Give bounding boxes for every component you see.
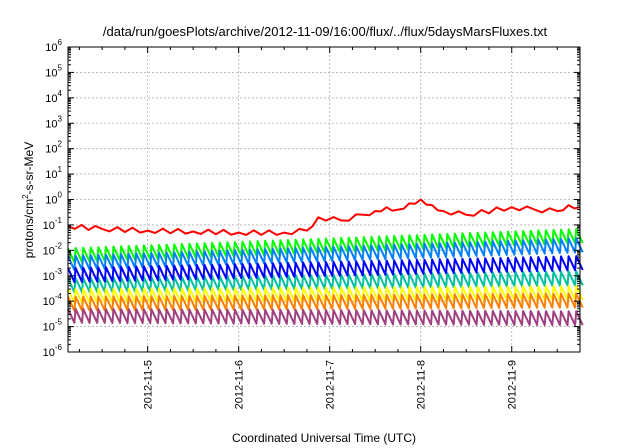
- y-tick-base: 10: [45, 195, 57, 207]
- series-line-4: [67, 270, 584, 294]
- y-tick-base: 10: [43, 296, 55, 308]
- series-line-7: [67, 292, 584, 312]
- y-tick-base: 10: [45, 93, 57, 105]
- x-tick-labels: 2012-11-5 2012-11-6 2012-11-7 2012-11-8 2012…: [143, 360, 519, 409]
- y-tick-exp: -2: [55, 241, 63, 250]
- y-tick-labels: 10610510410310210110010-110-210-310-410-…: [43, 38, 63, 359]
- y-axis-label-sup: 2: [21, 194, 30, 199]
- y-tick-exp: -3: [55, 267, 63, 276]
- y-tick-exp: 4: [58, 89, 63, 98]
- y-tick-label: 105: [45, 63, 62, 79]
- y-tick-base: 10: [45, 169, 57, 181]
- x-tick-label: 2012-11-6: [234, 360, 246, 409]
- series-line-1: [67, 198, 581, 236]
- y-tick-base: 10: [43, 271, 55, 283]
- y-tick-exp: 5: [58, 63, 63, 72]
- x-tick-label: 2012-11-9: [507, 360, 519, 409]
- y-tick-exp: -4: [55, 292, 63, 301]
- y-tick-label: 10-6: [43, 343, 63, 359]
- y-tick-label: 10-5: [43, 318, 63, 334]
- x-tick-label: 2012-11-7: [325, 360, 337, 409]
- series-line-8: [67, 307, 584, 327]
- y-axis-label: protons/cm2-s-sr-MeV: [21, 142, 36, 258]
- y-tick-label: 101: [45, 165, 62, 181]
- y-axis-label-pre: protons/cm: [22, 199, 36, 258]
- y-axis-label-post: -s-sr-MeV: [22, 142, 36, 195]
- x-tick-label: 2012-11-8: [416, 360, 428, 409]
- y-tick-label: 10-4: [43, 292, 63, 308]
- y-tick-exp: -5: [55, 318, 63, 327]
- y-tick-exp: 1: [58, 165, 63, 174]
- y-tick-exp: -1: [55, 216, 63, 225]
- x-axis-label: Coordinated Universal Time (UTC): [232, 431, 416, 445]
- y-tick-label: 103: [45, 114, 62, 130]
- y-tick-exp: 3: [58, 114, 63, 123]
- y-tick-label: 10-3: [43, 267, 63, 283]
- y-tick-exp: 0: [58, 191, 63, 200]
- axis-ticks: [68, 46, 581, 353]
- y-tick-base: 10: [43, 347, 55, 359]
- y-tick-exp: -6: [55, 343, 63, 352]
- y-tick-label: 104: [45, 89, 62, 105]
- y-tick-label: 10-1: [43, 216, 63, 232]
- y-tick-label: 106: [45, 38, 62, 54]
- series-group: [67, 198, 584, 327]
- y-tick-base: 10: [45, 144, 57, 156]
- series-line-5: [67, 255, 584, 284]
- y-tick-label: 102: [45, 140, 62, 156]
- y-tick-base: 10: [45, 118, 57, 130]
- y-tick-exp: 6: [58, 38, 63, 47]
- chart-title: /data/run/goesPlots/archive/2012-11-09/1…: [103, 24, 548, 39]
- series-line-3: [67, 237, 584, 271]
- y-tick-base: 10: [43, 220, 55, 232]
- y-tick-exp: 2: [58, 140, 63, 149]
- y-tick-base: 10: [43, 322, 55, 334]
- series-line-2: [67, 228, 584, 264]
- x-tick-label: 2012-11-5: [143, 360, 155, 409]
- y-tick-base: 10: [43, 245, 55, 257]
- y-tick-label: 10-2: [43, 241, 63, 257]
- y-tick-base: 10: [45, 42, 57, 54]
- y-tick-label: 100: [45, 191, 62, 207]
- y-tick-base: 10: [45, 67, 57, 79]
